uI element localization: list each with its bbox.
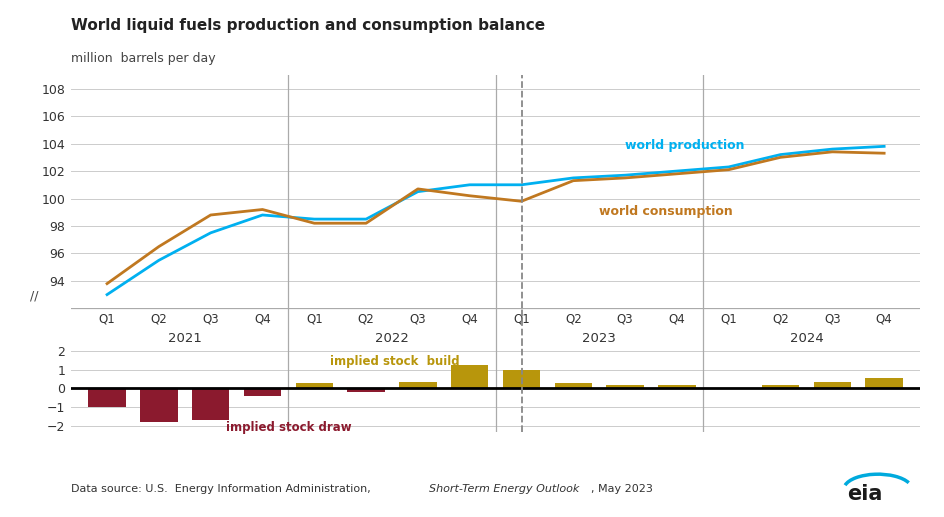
- Text: million  barrels per day: million barrels per day: [71, 52, 215, 65]
- Text: 2021: 2021: [168, 332, 202, 345]
- Text: world production: world production: [625, 139, 745, 152]
- Text: Q4: Q4: [876, 312, 892, 325]
- Text: Short-Term Energy Outlook: Short-Term Energy Outlook: [429, 484, 579, 494]
- Text: world consumption: world consumption: [599, 205, 733, 218]
- Text: //: //: [30, 289, 39, 302]
- Text: Q3: Q3: [824, 312, 841, 325]
- Text: Q1: Q1: [720, 312, 737, 325]
- Text: Q2: Q2: [565, 312, 582, 325]
- Text: Q3: Q3: [410, 312, 426, 325]
- Text: World liquid fuels production and consumption balance: World liquid fuels production and consum…: [71, 18, 545, 33]
- Text: 2022: 2022: [375, 332, 409, 345]
- Bar: [244, 388, 281, 396]
- Bar: [347, 388, 385, 392]
- Text: Q2: Q2: [150, 312, 167, 325]
- Bar: [555, 383, 592, 388]
- Text: implied stock  build: implied stock build: [329, 355, 460, 369]
- Text: Q1: Q1: [514, 312, 530, 325]
- Bar: [503, 370, 540, 388]
- Text: Q4: Q4: [668, 312, 685, 325]
- Bar: [658, 385, 696, 388]
- Bar: [451, 365, 488, 388]
- Text: 2023: 2023: [582, 332, 616, 345]
- Text: Q4: Q4: [254, 312, 271, 325]
- Text: implied stock draw: implied stock draw: [227, 421, 352, 434]
- Bar: [866, 378, 902, 388]
- Text: Q2: Q2: [772, 312, 789, 325]
- Bar: [89, 388, 126, 407]
- Bar: [814, 382, 851, 388]
- Text: Q3: Q3: [202, 312, 219, 325]
- Text: Q1: Q1: [306, 312, 323, 325]
- Text: Q4: Q4: [462, 312, 478, 325]
- Bar: [762, 385, 800, 388]
- Text: Q2: Q2: [358, 312, 375, 325]
- Bar: [192, 388, 229, 420]
- Text: 2024: 2024: [789, 332, 823, 345]
- Text: Data source: U.S.  Energy Information Administration,: Data source: U.S. Energy Information Adm…: [71, 484, 374, 494]
- Bar: [606, 385, 644, 388]
- Bar: [295, 383, 333, 388]
- Text: , May 2023: , May 2023: [591, 484, 653, 494]
- Bar: [141, 388, 177, 422]
- Text: Q3: Q3: [616, 312, 633, 325]
- Bar: [399, 382, 436, 388]
- Text: Q1: Q1: [99, 312, 115, 325]
- Text: eia: eia: [847, 484, 882, 505]
